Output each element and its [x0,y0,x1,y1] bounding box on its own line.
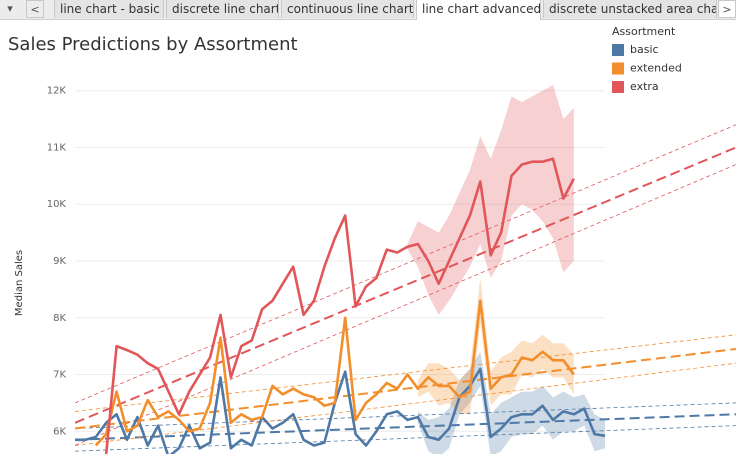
legend-label: basic [630,43,659,56]
legend-title: Assortment [612,25,676,38]
legend-swatch [612,44,624,56]
legend-swatch [612,81,624,93]
trend-line [75,347,736,430]
y-tick-label: 12K [47,86,67,97]
y-tick-label: 7K [53,370,66,381]
series-line [94,299,575,447]
y-tick-label: 11K [47,142,67,153]
forecast-band [407,85,574,315]
trend-upper-line [75,334,736,412]
y-axis-label: Median Sales [14,250,25,316]
trend-lower-line [75,362,736,446]
tab[interactable]: continuous line chart [281,0,414,18]
series-line [104,157,575,454]
tab-next[interactable]: > [718,0,736,18]
forecast-band [417,351,605,454]
trend-line [75,146,736,424]
trend-lower-line [75,425,736,452]
tab[interactable]: discrete line chart [166,0,279,18]
tab-prev[interactable]: < [26,0,44,18]
chart: Sales Predictions by Assortment Median S… [8,25,736,454]
y-tick-label: 8K [53,313,66,324]
legend-swatch [612,62,624,75]
legend-label: extended [630,62,682,75]
trend-upper-line [75,124,736,404]
tab[interactable]: line chart - basic [54,0,164,18]
chart-title: Sales Predictions by Assortment [8,34,298,55]
trend-upper-line [75,402,736,429]
legend-label: extra [630,80,659,93]
forecast-band [417,278,574,415]
y-tick-label: 10K [47,199,67,210]
tab-active[interactable]: line chart advanced [416,0,541,20]
tab-bar: ▾ < line chart - basic discrete line cha… [0,0,736,20]
y-tick-label: 9K [53,256,66,267]
y-tick-label: 6K [53,426,66,437]
series-line [75,367,606,454]
tab-menu-icon[interactable]: ▾ [7,2,13,15]
tab[interactable]: discrete unstacked area char [543,0,717,18]
